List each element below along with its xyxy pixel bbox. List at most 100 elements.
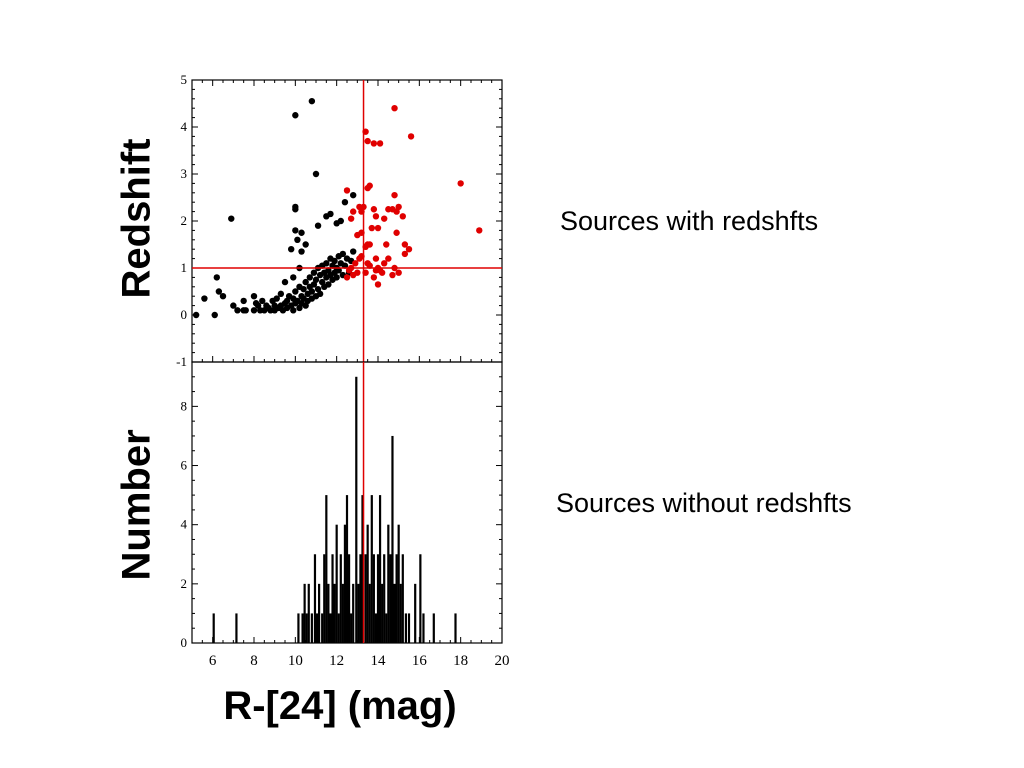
y-tick-label: 5 (181, 72, 188, 87)
histogram-bar (393, 583, 396, 643)
histogram-bar (419, 554, 422, 643)
histogram-bar (341, 583, 344, 643)
scatter-point-red (378, 269, 386, 276)
histogram-bar (359, 554, 362, 643)
scatter-point-black (302, 278, 309, 286)
histogram-bar (335, 524, 338, 643)
histogram-bar (361, 495, 364, 643)
scatter-point-red (389, 271, 396, 279)
histogram-bar (357, 583, 360, 643)
histogram-bar (307, 583, 310, 643)
scatter-point-red (352, 260, 359, 267)
annotation-with-redshifts: Sources with redshfts (560, 206, 819, 236)
scatter-point-red (343, 187, 351, 194)
histogram-bar (310, 613, 313, 643)
scatter-point-black (273, 295, 280, 302)
histogram-bar (395, 554, 398, 643)
scatter-point-black (306, 274, 313, 281)
histogram-bar (321, 613, 324, 643)
scatter-point-red (370, 140, 378, 147)
scatter-point-black (323, 260, 330, 267)
scatter-point-red (395, 203, 402, 211)
histogram-bar (370, 495, 373, 643)
scatter-point-black (331, 257, 338, 265)
scatter-point-black (327, 210, 334, 218)
scatter-point-red (407, 133, 415, 140)
scatter-point-black (308, 97, 316, 105)
scatter-point-red (343, 274, 351, 281)
scatter-point-black (240, 297, 247, 305)
scatter-point-black (302, 241, 309, 248)
histogram-bar (401, 554, 404, 643)
histogram-bar (404, 613, 407, 643)
histogram-bar (345, 495, 349, 643)
x-tick-label: 12 (329, 653, 344, 669)
y-tick-label: 0 (181, 307, 188, 322)
scatter-point-black (281, 278, 289, 286)
histogram-bar (235, 613, 238, 643)
x-tick-label: 8 (250, 653, 258, 669)
histogram-bar (339, 554, 342, 643)
scatter-frame (191, 79, 503, 363)
histogram-bar (391, 435, 394, 643)
scatter-point-red (368, 224, 375, 232)
scatter-point-red (372, 255, 380, 262)
histogram-bar (323, 554, 326, 643)
scatter-point-black (316, 290, 324, 298)
scatter-point-black (290, 307, 297, 314)
y-tick-label: 4 (181, 517, 188, 532)
histogram-bar (387, 524, 390, 643)
scatter-point-red (366, 182, 373, 189)
histogram-bar (331, 554, 334, 643)
scatter-point-black (312, 170, 320, 178)
histogram-bar (318, 583, 321, 643)
histogram-bar (364, 554, 367, 643)
scatter-point-black (219, 293, 227, 300)
histogram-bar (343, 524, 347, 643)
scatter-point-red (366, 262, 373, 269)
x-tick-label: 10 (288, 653, 303, 669)
scatter-point-red (391, 191, 398, 199)
scatter-point-red (370, 206, 378, 213)
scatter-point-black (277, 290, 285, 298)
histogram-bar (212, 613, 215, 643)
scatter-point-black (259, 297, 266, 305)
y-tick-label: 3 (181, 166, 188, 181)
x-tick-label: 14 (371, 653, 387, 669)
histogram-bar (329, 613, 332, 643)
scatter-point-red (350, 208, 357, 215)
scatter-point-red (372, 213, 380, 220)
histogram-bar (376, 554, 380, 643)
histogram-bar (389, 554, 392, 643)
scatter-point-black (211, 311, 218, 319)
x-tick-label: 6 (209, 653, 217, 669)
scatter-point-black (228, 215, 235, 222)
y-tick-label: 2 (181, 576, 188, 591)
y-tick-label: 4 (181, 119, 188, 134)
scatter-point-red (395, 269, 402, 276)
histogram-bar (337, 613, 340, 643)
scatter-point-red (391, 105, 398, 112)
scatter-point-red (374, 281, 382, 288)
histogram-bar (366, 524, 369, 643)
scatter-point-black (298, 248, 305, 255)
y-axis-label-redshift: Redshift (114, 138, 159, 299)
scatter-point-black (215, 288, 223, 295)
scatter-point-black (242, 307, 249, 314)
histogram-bar (313, 554, 317, 643)
histogram-bar (397, 524, 400, 643)
y-tick-label: 6 (181, 458, 188, 473)
scatter-point-black (325, 281, 332, 288)
histogram-bar (399, 583, 402, 643)
scatter-point-black (234, 307, 241, 314)
scatter-point-black (298, 229, 305, 236)
y-tick-label: 2 (181, 213, 188, 228)
histogram-bar (383, 554, 386, 643)
scatter-point-black (314, 222, 322, 229)
scatter-point-red (399, 213, 406, 220)
histogram-bar (407, 613, 411, 643)
scatter-point-red (401, 250, 409, 258)
histogram-bar (385, 613, 388, 643)
scatter-point-black (337, 217, 344, 225)
scatter-point-black (292, 203, 299, 211)
